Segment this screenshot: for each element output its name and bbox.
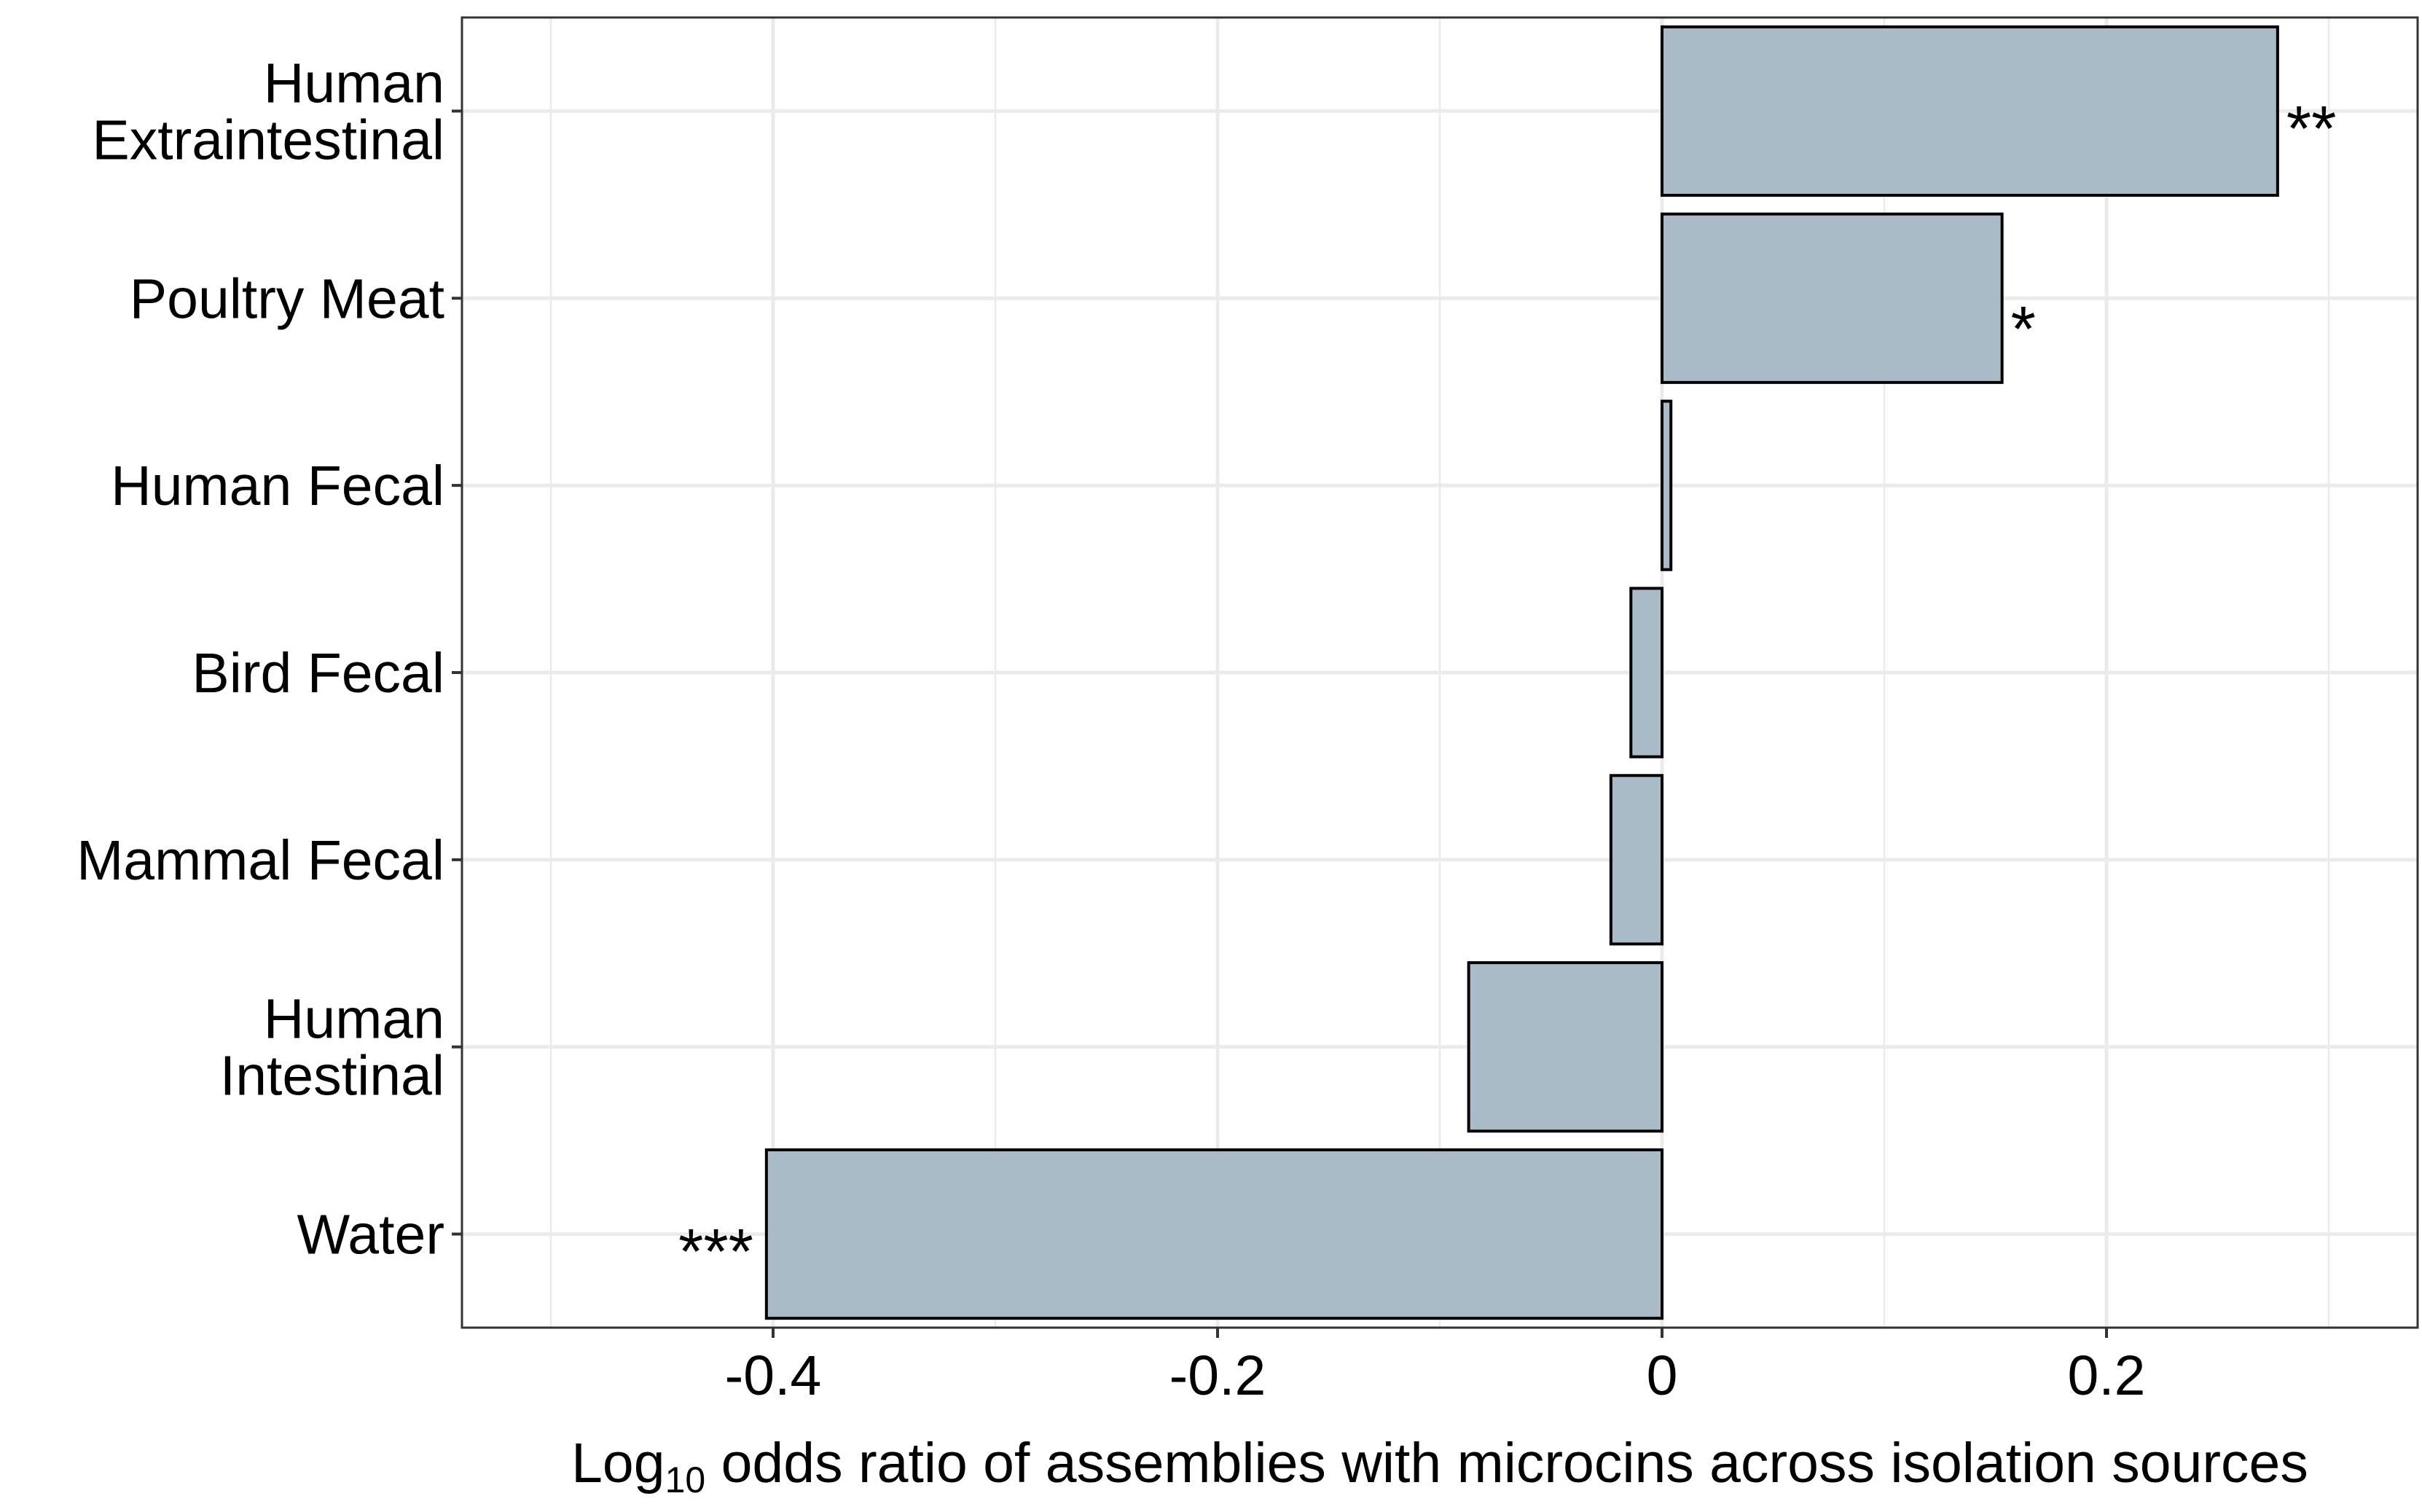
category-label: Human (264, 52, 444, 114)
category-label: Human (264, 988, 444, 1051)
x-tick-label: 0 (1647, 1344, 1678, 1407)
x-tick-label: 0.2 (2067, 1344, 2145, 1407)
category-label: Intestinal (220, 1045, 444, 1108)
significance-label: *** (678, 1215, 753, 1288)
bar (1661, 212, 2004, 384)
x-axis-title-subscript: 10 (665, 1460, 706, 1500)
x-tick-label: -0.2 (1169, 1344, 1266, 1407)
x-axis-title-suffix: odds ratio of assemblies with microcins … (705, 1432, 2308, 1495)
bar (1467, 961, 1664, 1133)
category-label: Human Fecal (111, 455, 444, 517)
bar (1661, 399, 1673, 571)
significance-labels: ****** (678, 92, 2336, 1287)
x-axis-title-prefix: Log (571, 1432, 665, 1495)
bars (764, 25, 2279, 1320)
category-label: Bird Fecal (192, 642, 444, 705)
category-label: Extraintestinal (92, 109, 444, 171)
bar (1661, 25, 2279, 197)
x-axis-title: Log10 odds ratio of assemblies with micr… (571, 1432, 2308, 1500)
bar (764, 1148, 1663, 1320)
category-label: Poultry Meat (130, 267, 444, 330)
x-tick-label: -0.4 (725, 1344, 822, 1407)
bar (1609, 774, 1664, 946)
category-label: Mammal Fecal (77, 829, 444, 892)
significance-label: * (2011, 292, 2036, 364)
x-axis: -0.4 -0.2 0 0.2 (725, 1328, 2146, 1407)
category-label: Water (297, 1204, 444, 1266)
significance-label: ** (2286, 92, 2337, 164)
bar (1629, 587, 1664, 759)
